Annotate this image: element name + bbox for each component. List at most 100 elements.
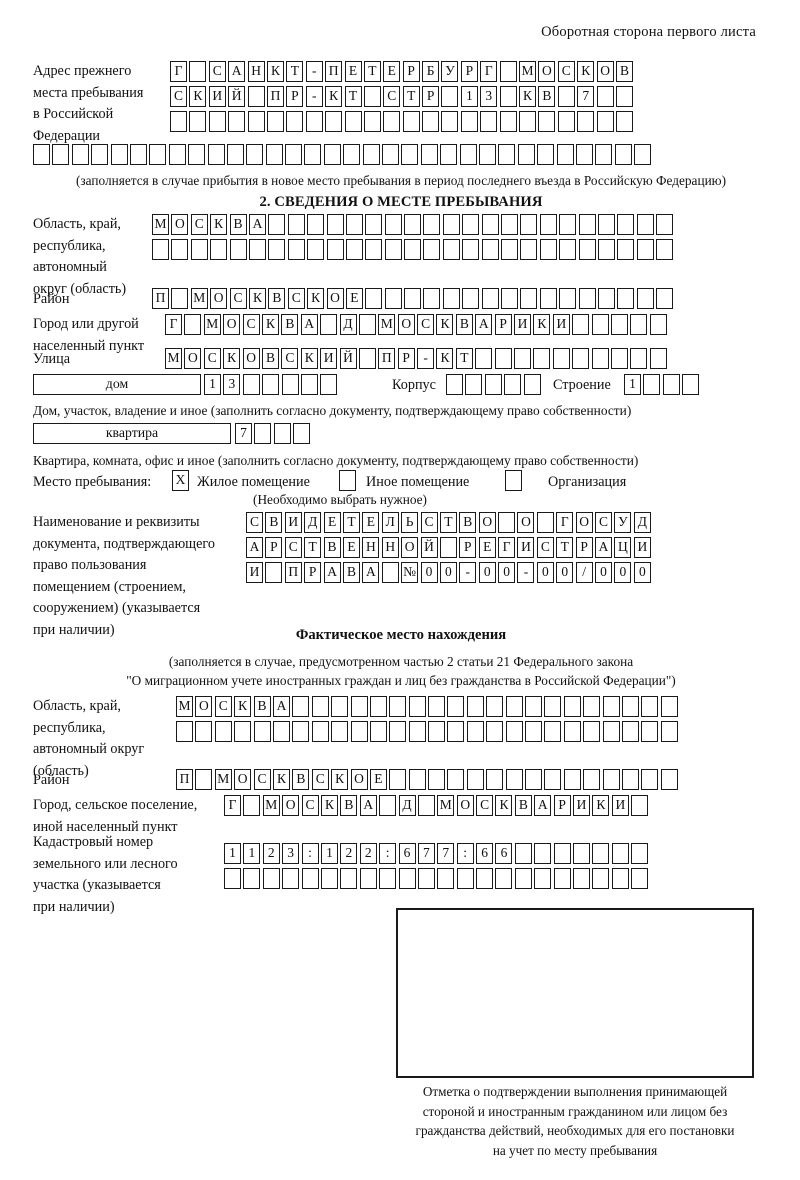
char-cell[interactable]: К <box>533 314 551 335</box>
char-cell[interactable] <box>365 239 383 260</box>
char-cell[interactable] <box>420 144 438 165</box>
prev-address-row-4[interactable] <box>33 144 652 165</box>
checkbox-other-premises[interactable] <box>339 470 356 491</box>
char-cell[interactable]: С <box>284 537 302 558</box>
char-cell[interactable] <box>408 696 426 717</box>
char-cell[interactable]: О <box>517 512 535 533</box>
char-cell[interactable]: С <box>190 214 208 235</box>
char-cell[interactable] <box>610 348 628 369</box>
char-cell[interactable] <box>591 348 609 369</box>
document-row-3[interactable]: И П Р А В А № 0 0-0 0-0 0/0 0 0 <box>246 562 651 583</box>
char-cell[interactable] <box>537 144 555 165</box>
char-cell[interactable]: С <box>311 769 329 790</box>
char-cell[interactable]: № <box>401 562 419 583</box>
char-cell[interactable] <box>563 769 581 790</box>
char-cell[interactable]: Н <box>362 537 380 558</box>
char-cell[interactable]: О <box>223 314 241 335</box>
char-cell[interactable] <box>287 214 305 235</box>
char-cell[interactable]: В <box>323 537 341 558</box>
char-cell[interactable] <box>189 111 207 132</box>
char-cell[interactable]: 7 <box>417 843 435 864</box>
char-cell[interactable]: 0 <box>595 562 613 583</box>
char-cell[interactable]: Р <box>402 61 420 82</box>
char-cell[interactable] <box>340 868 358 889</box>
char-cell[interactable]: И <box>320 348 338 369</box>
char-cell[interactable] <box>365 214 383 235</box>
char-cell[interactable] <box>636 239 654 260</box>
char-cell[interactable]: Й <box>228 86 246 107</box>
char-cell[interactable]: 1 <box>243 843 261 864</box>
char-cell[interactable] <box>265 144 283 165</box>
char-cell[interactable] <box>300 374 318 395</box>
char-cell[interactable]: В <box>459 512 477 533</box>
char-cell[interactable] <box>649 314 667 335</box>
char-cell[interactable] <box>636 288 654 309</box>
char-cell[interactable] <box>621 696 639 717</box>
char-cell[interactable]: К <box>495 795 513 816</box>
char-cell[interactable] <box>359 868 377 889</box>
char-cell[interactable]: - <box>459 562 477 583</box>
char-cell[interactable] <box>384 239 402 260</box>
char-cell[interactable] <box>525 721 543 742</box>
char-cell[interactable]: Т <box>439 512 457 533</box>
char-cell[interactable] <box>494 348 512 369</box>
char-cell[interactable] <box>544 769 562 790</box>
char-cell[interactable]: И <box>573 795 591 816</box>
char-cell[interactable] <box>592 868 610 889</box>
char-cell[interactable] <box>301 868 319 889</box>
char-cell[interactable]: С <box>557 61 575 82</box>
char-cell[interactable] <box>210 239 228 260</box>
char-cell[interactable]: А <box>272 696 290 717</box>
char-cell[interactable]: 3 <box>480 86 498 107</box>
char-cell[interactable] <box>292 696 310 717</box>
char-cell[interactable] <box>404 214 422 235</box>
char-cell[interactable] <box>447 696 465 717</box>
char-cell[interactable]: К <box>307 288 325 309</box>
char-cell[interactable] <box>254 423 272 444</box>
char-cell[interactable] <box>533 348 551 369</box>
char-cell[interactable] <box>285 144 303 165</box>
char-cell[interactable] <box>382 144 400 165</box>
char-cell[interactable] <box>636 214 654 235</box>
char-cell[interactable] <box>345 214 363 235</box>
char-cell[interactable] <box>242 374 260 395</box>
char-cell[interactable]: Е <box>345 288 363 309</box>
char-cell[interactable]: П <box>284 562 302 583</box>
char-cell[interactable] <box>247 86 265 107</box>
char-cell[interactable] <box>597 288 615 309</box>
char-cell[interactable] <box>577 111 595 132</box>
char-cell[interactable]: С <box>170 86 187 107</box>
char-cell[interactable] <box>660 696 678 717</box>
char-cell[interactable] <box>369 696 387 717</box>
char-cell[interactable]: К <box>210 214 228 235</box>
char-cell[interactable]: А <box>475 314 493 335</box>
char-cell[interactable] <box>243 868 261 889</box>
char-cell[interactable]: 1 <box>224 843 241 864</box>
char-cell[interactable] <box>643 374 661 395</box>
char-cell[interactable]: Т <box>455 348 473 369</box>
char-cell[interactable] <box>617 214 635 235</box>
char-cell[interactable] <box>456 868 474 889</box>
char-cell[interactable] <box>597 239 615 260</box>
char-cell[interactable]: О <box>478 512 496 533</box>
char-cell[interactable]: : <box>379 843 397 864</box>
char-cell[interactable]: Р <box>304 562 322 583</box>
char-cell[interactable]: - <box>305 86 323 107</box>
char-cell[interactable] <box>311 696 329 717</box>
section2-region-row-2[interactable] <box>152 239 674 260</box>
char-cell[interactable] <box>168 144 186 165</box>
char-cell[interactable] <box>304 144 322 165</box>
char-cell[interactable] <box>615 111 633 132</box>
char-cell[interactable]: С <box>208 61 226 82</box>
char-cell[interactable]: Й <box>339 348 357 369</box>
char-cell[interactable] <box>583 769 601 790</box>
char-cell[interactable]: Р <box>575 537 593 558</box>
char-cell[interactable]: Й <box>420 537 438 558</box>
char-cell[interactable] <box>505 721 523 742</box>
char-cell[interactable] <box>553 843 571 864</box>
char-cell[interactable]: К <box>300 348 318 369</box>
char-cell[interactable]: В <box>268 288 286 309</box>
